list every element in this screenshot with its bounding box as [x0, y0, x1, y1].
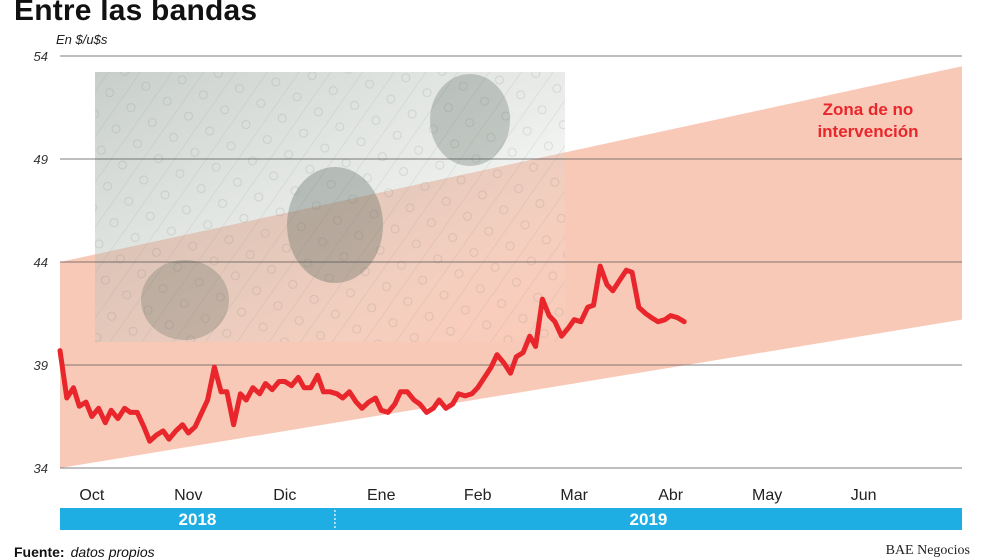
x-tick-label: Abr [658, 487, 684, 504]
source-label: Fuente: [14, 544, 65, 560]
y-tick-label: 49 [34, 152, 48, 167]
year-segment [60, 508, 335, 530]
source-note: Fuente: datos propios [14, 544, 155, 560]
banknote-illustration [95, 72, 565, 342]
x-tick-label: Jun [851, 487, 877, 504]
year-label: 2018 [179, 510, 217, 529]
x-tick-label: Mar [560, 487, 588, 504]
x-tick-labels: Oct Nov Dic Ene Feb Mar Abr May Jun [79, 487, 876, 504]
x-tick-label: Dic [273, 487, 296, 504]
band-annotation: Zona de no intervención [817, 100, 918, 141]
x-tick-label: Nov [174, 487, 202, 504]
y-axis-label: En $/u$s [56, 32, 108, 47]
y-gridlines [60, 55, 962, 469]
year-bar: 2018 2019 [60, 508, 962, 530]
y-tick-label: 44 [34, 255, 48, 270]
y-tick-labels: 34 39 44 49 54 [34, 49, 48, 476]
page-title: Entre las bandas [14, 0, 258, 27]
x-tick-label: Feb [464, 487, 492, 504]
source-value: datos propios [70, 544, 155, 560]
x-tick-label: Oct [79, 487, 104, 504]
y-tick-label: 39 [34, 358, 48, 373]
y-tick-label: 34 [34, 461, 48, 476]
publisher-credit: BAE Negocios [885, 543, 970, 558]
x-tick-label: Ene [367, 487, 396, 504]
y-tick-label: 54 [34, 49, 48, 64]
year-segment [334, 508, 962, 530]
x-tick-label: May [752, 487, 782, 504]
series-line [57, 263, 687, 444]
exchange-rate-series [57, 263, 687, 444]
year-label: 2019 [630, 510, 668, 529]
